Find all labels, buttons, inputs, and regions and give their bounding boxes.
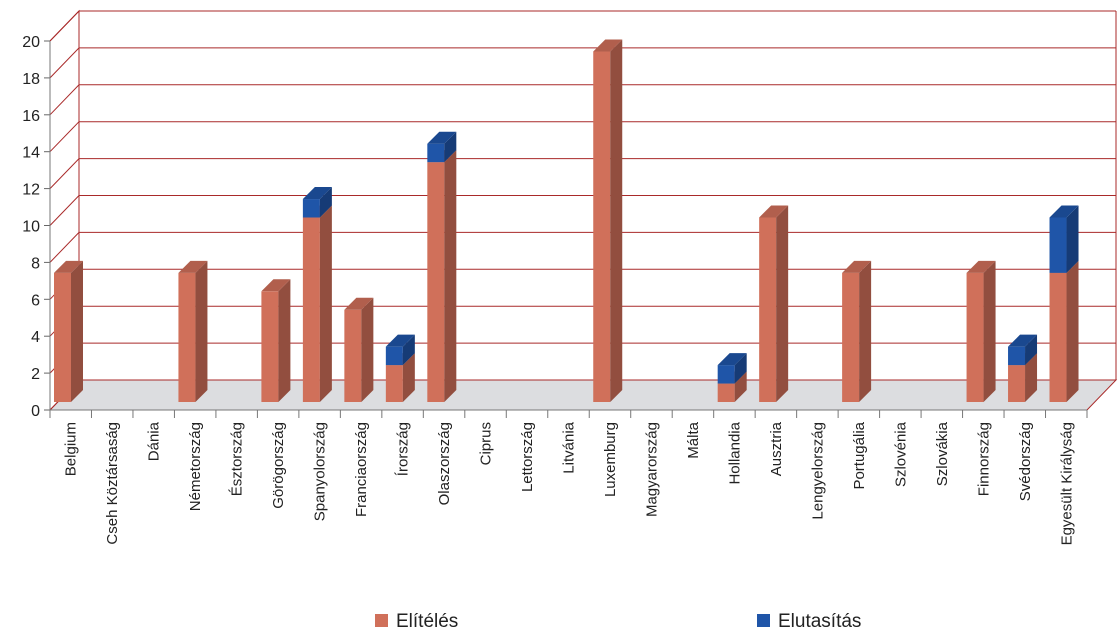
y-tick-label: 16: [22, 108, 40, 125]
legend-label: Elítélés: [396, 611, 458, 632]
bar-eliteles-spanyolorszag: [302, 205, 332, 402]
bar-eliteles-egyesult-kiralysag: [1049, 260, 1079, 402]
gridline: [49, 121, 1116, 153]
y-tick-label: 2: [31, 366, 40, 383]
x-tick-label: Németország: [187, 422, 204, 511]
x-tick-label: Lettország: [519, 422, 536, 492]
chart-floor: [48, 379, 1118, 411]
y-tick-label: 18: [22, 71, 40, 88]
bar-elutasitas-olaszorszag: [427, 131, 457, 163]
bar-elutasitas-egyesult-kiralysag: [1049, 205, 1079, 273]
bar-eliteles-gorogorszag: [261, 279, 291, 402]
gridline: [49, 158, 1116, 189]
y-tick-label: 4: [31, 329, 40, 346]
gridline: [49, 195, 1116, 226]
gridline: [49, 342, 1116, 374]
y-tick-label: 8: [31, 255, 40, 272]
x-tick-label: Luxemburg: [602, 422, 619, 497]
gridline: [49, 305, 1116, 337]
x-tick-label: Szlovákia: [934, 421, 951, 486]
x-tick-label: Olaszország: [436, 422, 453, 505]
bar-eliteles-luxemburg: [593, 39, 623, 402]
x-tick-label: Lengyelország: [809, 422, 826, 520]
x-tick-label: Svédország: [1017, 422, 1034, 501]
x-tick-label: Egyesült Királyság: [1058, 422, 1075, 545]
x-tick-label: Ausztria: [768, 421, 785, 476]
y-tick-label: 6: [31, 292, 40, 309]
x-tick-label: Portugália: [851, 421, 868, 489]
x-axis: Belgium Cseh Köztársaság Dánia Németország É…: [49, 409, 1088, 545]
x-tick-label: Belgium: [63, 422, 80, 476]
y-tick-label: 0: [31, 403, 40, 420]
y-tick-label: 10: [22, 219, 40, 236]
bars: [54, 39, 1079, 402]
x-tick-label: Észtország: [229, 422, 246, 496]
gridline: [49, 84, 1116, 116]
x-tick-label: Cseh Köztársaság: [104, 422, 121, 545]
bar-elutasitas-hollandia: [717, 353, 747, 384]
gridline: [49, 10, 1116, 42]
bar-eliteles-olaszorszag: [427, 150, 457, 402]
gridline: [49, 47, 1116, 79]
x-tick-label: Franciaország: [353, 422, 370, 517]
bar-eliteles-finnorszag: [966, 260, 996, 402]
bar-elutasitas-spanyolorszag: [302, 187, 332, 218]
x-tick-label: Írország: [395, 422, 412, 476]
x-tick-label: Litvánia: [561, 421, 578, 473]
legend-item-eliteles: Elítélés: [375, 611, 458, 632]
y-tick-label: 12: [22, 182, 40, 199]
bar-eliteles-nemetorszag: [178, 260, 208, 402]
y-axis-ticks: 0 2 4 6 8 10 12 14 16 18 20: [22, 34, 51, 420]
legend-swatch: [757, 614, 770, 627]
x-tick-label: Spanyolország: [312, 422, 329, 521]
bar-eliteles-ausztria: [759, 205, 789, 402]
x-tick-label: Görögország: [270, 422, 287, 509]
x-tick-label: Finnország: [975, 422, 992, 496]
gridline: [49, 268, 1116, 300]
x-tick-label: Málta: [685, 421, 702, 458]
gridlines: [49, 10, 1116, 374]
legend-item-elutasitas: Elutasítás: [757, 611, 861, 632]
bar-eliteles-belgium: [54, 260, 83, 402]
x-tick-label: Dánia: [146, 421, 163, 461]
x-tick-label: Magyarország: [643, 422, 660, 517]
bar-eliteles-franciaorszag: [344, 297, 374, 402]
legend-label: Elutasítás: [778, 611, 861, 632]
bar-eliteles-portugalia: [842, 260, 872, 402]
bar-elutasitas-svedorszag: [1008, 334, 1038, 366]
gridline: [49, 231, 1116, 263]
chart-walls: [48, 9, 1118, 412]
x-tick-label: Hollandia: [726, 421, 743, 484]
x-tick-label: Szlovénia: [892, 421, 909, 487]
y-tick-label: 14: [22, 145, 40, 162]
legend: Elítélés Elutasítás: [375, 611, 861, 632]
y-tick-label: 20: [22, 34, 40, 51]
legend-swatch: [375, 614, 388, 627]
bar-elutasitas-irorszag: [385, 334, 415, 366]
x-tick-label: Ciprus: [478, 422, 495, 465]
